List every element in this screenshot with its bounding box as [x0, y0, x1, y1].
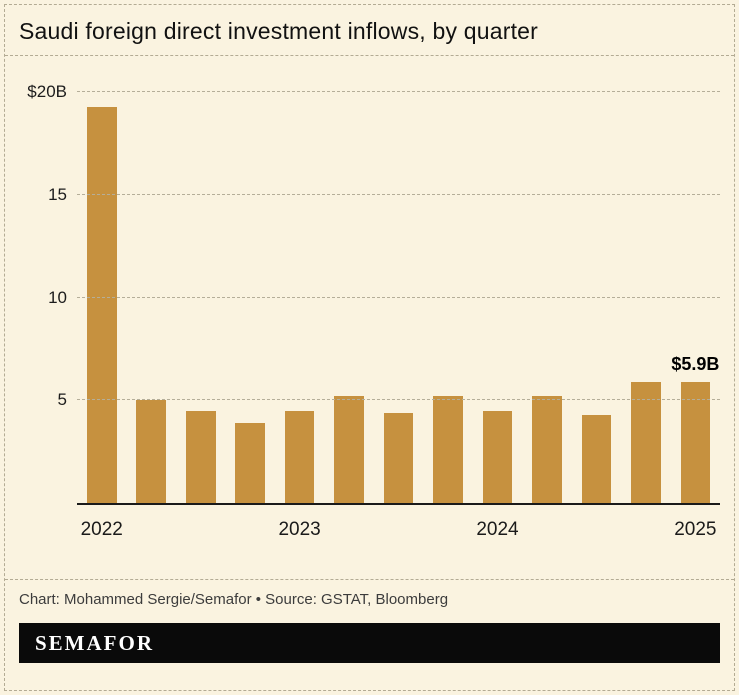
bar-slot	[225, 80, 274, 503]
bar-q1-2024	[482, 410, 513, 503]
bar-q2-2024	[532, 396, 562, 503]
semafor-logo-bar: SEMAFOR	[19, 623, 720, 663]
gridline-y-10	[77, 296, 720, 298]
bar-slot: 2024	[473, 80, 522, 540]
bar-slot	[621, 80, 670, 503]
bars-container: 2022 2023 2024 2025 $5.9B	[77, 80, 720, 540]
bar-q4-2024	[631, 381, 661, 503]
bar-slot: 2023	[275, 80, 324, 540]
bar-q3-2024	[581, 414, 612, 503]
header-divider	[5, 55, 734, 56]
bar-slot	[423, 80, 472, 503]
bar-slot: 2025 $5.9B	[671, 80, 720, 540]
bar-q3-2023	[383, 412, 414, 503]
bar-q4-2023	[433, 396, 463, 503]
bar-slot	[176, 80, 225, 503]
bar-slot	[324, 80, 373, 503]
credit-line: Chart: Mohammed Sergie/Semafor • Source:…	[19, 591, 449, 608]
bar-slot	[572, 80, 621, 503]
bar-slot	[374, 80, 423, 503]
y-axis-tick-label: 10	[48, 287, 67, 307]
semafor-wordmark: SEMAFOR	[35, 630, 154, 655]
bar-q1-2025	[680, 381, 711, 503]
y-axis-tick-label: $20B	[27, 82, 67, 102]
x-axis-tick-label: 2024	[476, 519, 519, 540]
chart-card-frame: Saudi foreign direct investment inflows,…	[4, 4, 735, 691]
bar-value-annotation: $5.9B	[671, 353, 720, 374]
x-axis-tick-label: 2023	[278, 519, 321, 540]
bar-q2-2023	[334, 396, 364, 503]
gridline-y-20	[77, 91, 720, 93]
footer-divider	[5, 579, 734, 580]
bar-slot	[126, 80, 175, 503]
plot-area: 2022 2023 2024 2025 $5.9B 5 10 15 $20B	[27, 80, 720, 540]
bar-slot	[522, 80, 571, 503]
bar-q3-2022	[185, 410, 216, 503]
bar-q4-2022	[235, 422, 265, 503]
x-axis-tick-label: 2025	[674, 519, 717, 540]
gridline-y-5	[77, 399, 720, 401]
x-axis-tick-label: 2022	[80, 519, 123, 540]
chart-header: Saudi foreign direct investment inflows,…	[5, 5, 734, 55]
bar-slot: 2022	[77, 80, 126, 540]
bar-q1-2023	[284, 410, 315, 503]
bar-q1-2022	[86, 106, 117, 503]
chart-region: 2022 2023 2024 2025 $5.9B 5 10 15 $20B	[5, 56, 734, 579]
bar-q2-2022	[136, 400, 167, 503]
y-axis-tick-label: 15	[48, 185, 67, 204]
gridline-y-15	[77, 194, 720, 195]
y-axis-tick-label: 5	[57, 390, 67, 410]
chart-title: Saudi foreign direct investment inflows,…	[19, 18, 539, 44]
